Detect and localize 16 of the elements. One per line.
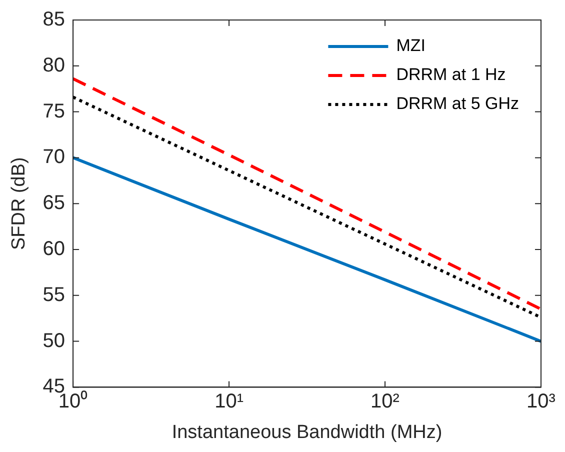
legend-label: DRRM at 5 GHz — [396, 94, 520, 114]
legend-label: DRRM at 1 Hz — [396, 65, 506, 84]
y-tick-label: 75 — [42, 100, 66, 122]
y-tick-label: 60 — [42, 238, 66, 260]
x-axis-title: Instantaneous Bandwidth (MHz) — [172, 422, 442, 443]
y-tick-label: 65 — [42, 192, 66, 214]
x-tick-label: 10¹ — [214, 390, 244, 413]
legend-label: MZI — [396, 36, 426, 56]
y-tick-label: 70 — [42, 146, 66, 168]
y-tick-label: 85 — [42, 8, 66, 31]
x-tick-label: 10³ — [526, 390, 556, 413]
y-axis-title: SFDR (dB) — [8, 157, 30, 250]
y-tick-label: 55 — [42, 284, 66, 306]
y-tick-label: 80 — [42, 54, 66, 76]
y-tick-label: 50 — [42, 330, 66, 352]
x-tick-label: 10² — [370, 390, 400, 413]
